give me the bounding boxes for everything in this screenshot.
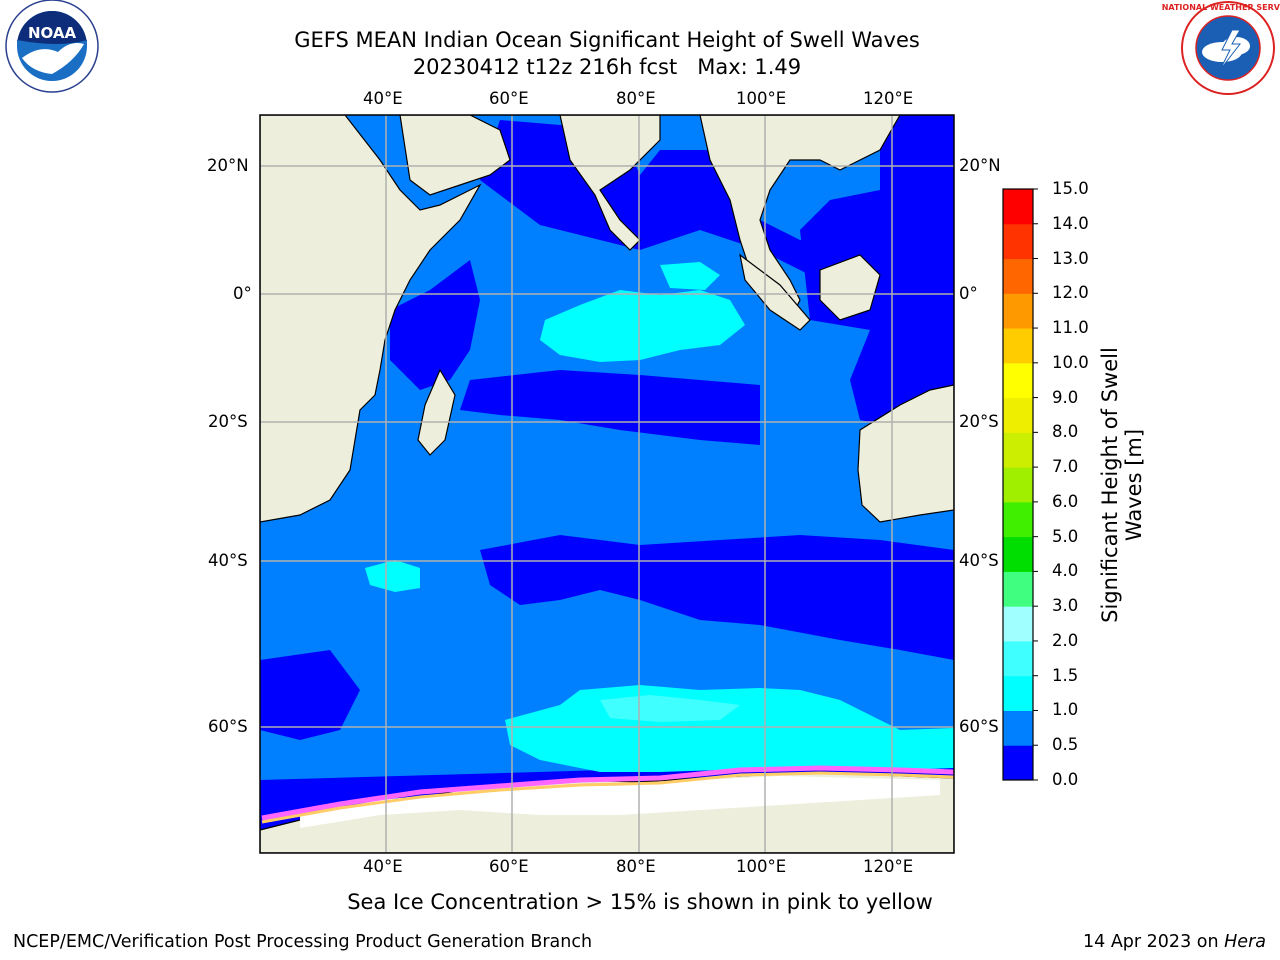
colorbar-tick-label: 12.0 [1052,283,1089,303]
colorbar-segment-9 [1003,432,1033,468]
lon-tick-top-100e: 100°E [736,89,787,108]
colorbar-tick-label: 4.0 [1052,561,1079,581]
colorbar-tick-label: 11.0 [1052,318,1089,338]
footer-date-text: 14 Apr 2023 on [1083,932,1225,952]
lat-tick-left-20n: 20°N [207,156,249,175]
colorbar-segment-8 [1003,467,1033,503]
colorbar-segment-5 [1003,571,1033,607]
lon-tick-bottom-80e: 80°E [616,857,656,876]
lon-tick-top-80e: 80°E [616,89,656,108]
lat-tick-right-60s: 60°S [959,717,999,736]
lat-tick-right-0: 0° [959,284,978,303]
colorbar-segment-1 [1003,710,1033,746]
colorbar-tick-label: 15.0 [1052,179,1089,198]
noaa-logo: NOAA [5,0,99,93]
colorbar-label: Significant Height of Swell Waves [m] [1098,347,1146,623]
lon-tick-bottom-40e: 40°E [363,857,403,876]
colorbar-tick-label: 1.0 [1052,700,1079,720]
lon-tick-top-40e: 40°E [363,89,403,108]
colorbar-tick-label: 3.0 [1052,596,1079,616]
colorbar-segment-16 [1003,189,1033,225]
map-subtitle: 20230412 t12z 216h fcst Max: 1.49 [412,55,802,79]
colorbar-segment-4 [1003,606,1033,642]
colorbar-tick-label: 14.0 [1052,213,1089,233]
colorbar-tick-label: 10.0 [1052,352,1089,372]
colorbar-tick-label: 6.0 [1052,491,1079,511]
lon-tick-top-60e: 60°E [489,89,529,108]
colorbar-tick-label: 5.0 [1052,526,1079,546]
colorbar-segment-11 [1003,362,1033,399]
footer-producer: NCEP/EMC/Verification Post Processing Pr… [13,932,593,952]
sea-ice [300,776,940,828]
colorbar-tick-label: 8.0 [1052,422,1079,442]
colorbar-segment-10 [1003,397,1033,433]
lat-tick-left-20s: 20°S [208,412,248,431]
lat-tick-left-60s: 60°S [208,717,248,736]
colorbar-tick-label: 7.0 [1052,457,1079,477]
nws-logo-text: NATIONAL WEATHER SERVICE [1162,3,1280,12]
lat-tick-right-20n: 20°N [959,156,1001,175]
lat-tick-left-0: 0° [233,284,252,303]
lat-tick-right-20s: 20°S [959,412,999,431]
colorbar-tick-label: 2.0 [1052,630,1079,650]
lon-tick-bottom-100e: 100°E [736,857,787,876]
colorbar-segment-12 [1003,328,1033,364]
sea-ice-caption: Sea Ice Concentration > 15% is shown in … [347,890,933,914]
lon-tick-bottom-60e: 60°E [489,857,529,876]
lat-tick-left-40s: 40°S [208,551,248,570]
colorbar-tick-label: 1.5 [1052,665,1079,685]
colorbar-segment-3 [1003,640,1033,677]
noaa-logo-text: NOAA [28,24,77,42]
gridlines [260,115,954,853]
map-frame [259,114,955,854]
colorbar-tick-label: 9.0 [1052,387,1079,407]
map-title: GEFS MEAN Indian Ocean Significant Heigh… [294,28,920,52]
colorbar-segment-7 [1003,501,1033,538]
colorbar-tick-label: 0.0 [1052,770,1079,789]
lat-tick-right-40s: 40°S [959,551,999,570]
colorbar-frame [1002,188,1034,781]
colorbar-segment-2 [1003,675,1033,711]
nws-logo: NATIONAL WEATHER SERVICE [1162,1,1280,95]
footer-date: 14 Apr 2023 on Hera [1083,932,1266,952]
colorbar [1003,188,1038,781]
colorbar-segment-6 [1003,536,1033,572]
colorbar-segment-13 [1003,293,1033,329]
ice-edge-pink [261,765,954,821]
footer-machine: Hera [1224,932,1266,952]
colorbar-tick-label: 0.5 [1052,735,1079,755]
higher-swell-regions [600,695,740,722]
map-plot-area [260,115,954,853]
lon-tick-top-120e: 120°E [863,89,914,108]
colorbar-segment-15 [1003,223,1033,260]
lon-tick-bottom-120e: 120°E [863,857,914,876]
colorbar-tick-label: 13.0 [1052,248,1089,268]
ice-edge-yellow [261,771,954,824]
colorbar-segment-0 [1003,745,1033,781]
colorbar-segment-14 [1003,258,1033,294]
